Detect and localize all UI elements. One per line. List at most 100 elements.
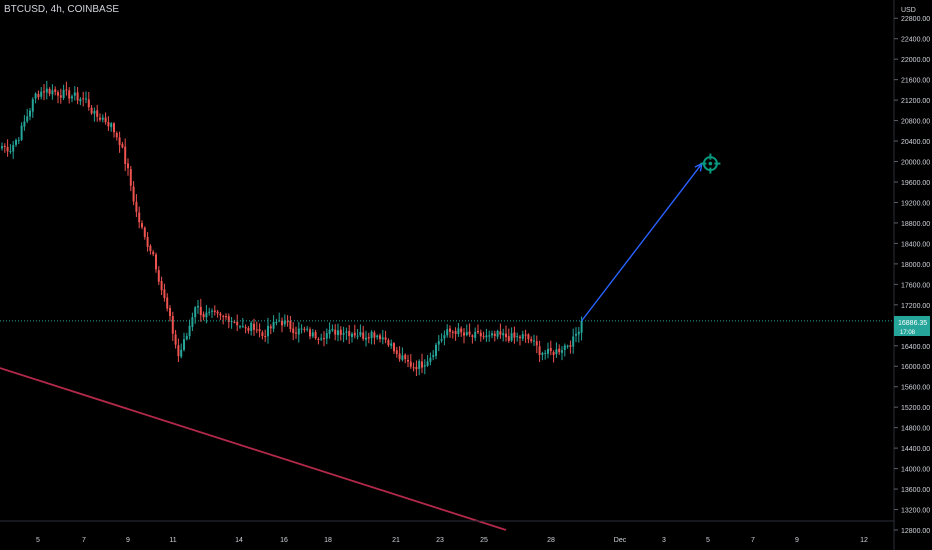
- candle-body: [155, 254, 157, 270]
- price-tick-label: 16400.00: [901, 344, 930, 351]
- candle-body: [79, 99, 82, 102]
- candle-body: [544, 352, 547, 354]
- candle-body: [191, 317, 194, 327]
- candle-body: [524, 334, 527, 336]
- candle-body: [390, 343, 393, 346]
- last-price-tag: 16886.35 17:08: [894, 316, 930, 336]
- price-tick-label: 22000.00: [901, 57, 930, 64]
- candle-body: [113, 123, 115, 133]
- time-tick-label: 14: [235, 537, 243, 544]
- candle-body: [132, 186, 135, 202]
- candle-body: [171, 316, 174, 334]
- candle-body: [96, 110, 99, 117]
- candle-body: [76, 92, 79, 101]
- candle-body: [12, 144, 15, 152]
- candle-body: [311, 332, 314, 337]
- candle-body: [65, 89, 68, 91]
- candle-body: [499, 331, 502, 335]
- candle-body: [146, 236, 149, 247]
- candlestick-series: [1, 80, 583, 377]
- candle-body: [166, 297, 169, 309]
- candle-body: [239, 326, 241, 328]
- candle-body: [225, 316, 227, 318]
- candle-body: [356, 335, 359, 337]
- candle-body: [197, 305, 199, 308]
- projection-arrow-line: [581, 163, 703, 322]
- candle-body: [281, 320, 283, 326]
- candle-body: [393, 343, 395, 352]
- candle-body: [183, 339, 185, 350]
- candle-body: [370, 331, 373, 339]
- candle-body: [124, 146, 127, 164]
- trendline[interactable]: [0, 367, 507, 531]
- candle-body: [407, 359, 409, 362]
- candle-body: [421, 361, 423, 368]
- candle-body: [561, 350, 563, 353]
- candle-body: [325, 333, 328, 339]
- candle-body: [339, 329, 342, 335]
- price-axis[interactable]: 12800.00 13200.00 13600.00 14000.00 14400.00…: [894, 16, 930, 535]
- currency-label: USD: [901, 7, 916, 14]
- candle-body: [519, 336, 521, 339]
- candle-body: [563, 345, 566, 351]
- candle-body: [283, 320, 286, 325]
- candle-body: [398, 353, 401, 360]
- candle-body: [460, 328, 463, 333]
- candle-body: [104, 117, 107, 123]
- candle-body: [463, 332, 465, 336]
- candle-body: [362, 332, 365, 339]
- projection-arrow[interactable]: [581, 162, 703, 322]
- price-tick-label: 19200.00: [901, 200, 930, 207]
- candle-body: [527, 334, 530, 340]
- candle-body: [300, 328, 303, 330]
- candle-body: [216, 311, 219, 314]
- candle-body: [71, 96, 73, 99]
- candle-body: [211, 310, 213, 312]
- price-tick-label: 17600.00: [901, 282, 930, 289]
- time-tick-label: 11: [169, 537, 176, 544]
- symbol-title: BTCUSD, 4h, COINBASE: [4, 4, 120, 15]
- candle-body: [449, 328, 451, 332]
- candle-body: [555, 349, 558, 355]
- candle-body: [17, 139, 20, 141]
- candle-body: [320, 338, 323, 340]
- candle-body: [510, 333, 513, 341]
- candle-body: [54, 89, 57, 92]
- candle-body: [135, 201, 138, 212]
- candle-body: [535, 341, 538, 346]
- time-tick-label: 12: [860, 537, 868, 544]
- time-axis[interactable]: 5 7 9 11 14 16 18 21 23 25 28 Dec 3 5 7 9 12: [36, 537, 868, 544]
- time-tick-label: 23: [436, 537, 444, 544]
- candle-body: [457, 328, 460, 335]
- time-tick-label: 25: [480, 537, 488, 544]
- candle-body: [306, 328, 309, 330]
- candle-body: [115, 133, 118, 138]
- candle-body: [73, 92, 76, 96]
- candle-body: [230, 320, 233, 322]
- time-tick-label: 7: [82, 537, 86, 544]
- candle-body: [549, 347, 552, 352]
- candle-body: [446, 329, 449, 336]
- target-icon[interactable]: [700, 153, 721, 174]
- candle-body: [82, 98, 85, 100]
- candle-body: [331, 328, 334, 331]
- candle-body: [359, 331, 362, 336]
- time-tick-label: 28: [547, 537, 555, 544]
- candle-body: [493, 333, 496, 336]
- candle-body: [423, 365, 426, 367]
- candle-body: [157, 270, 160, 282]
- candle-body: [118, 137, 121, 145]
- candle-body: [465, 332, 468, 336]
- candle-body: [507, 336, 510, 341]
- candle-body: [199, 306, 202, 316]
- time-tick-label: 9: [795, 537, 799, 544]
- candle-body: [6, 146, 9, 152]
- price-tick-label: 15200.00: [901, 405, 930, 412]
- candle-body: [57, 92, 59, 96]
- candle-body: [233, 321, 236, 323]
- candle-body: [51, 90, 54, 95]
- candle-body: [37, 94, 40, 98]
- candle-body: [87, 99, 90, 108]
- price-tick-label: 14800.00: [901, 426, 930, 433]
